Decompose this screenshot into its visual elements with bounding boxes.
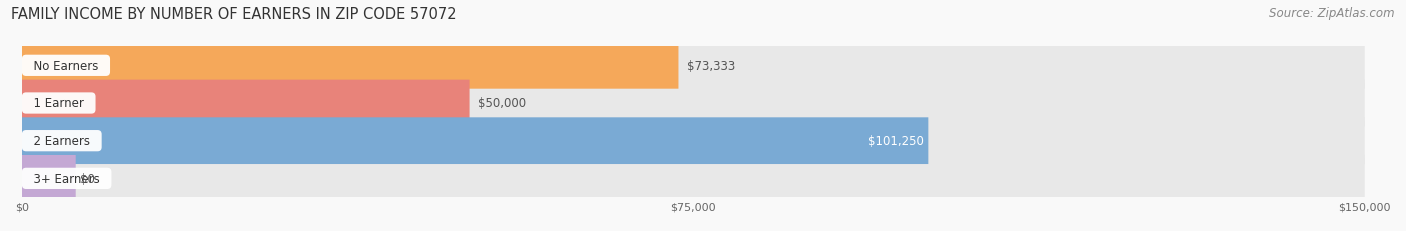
Text: Source: ZipAtlas.com: Source: ZipAtlas.com <box>1270 7 1395 20</box>
FancyBboxPatch shape <box>22 80 470 127</box>
FancyBboxPatch shape <box>22 155 1365 202</box>
FancyBboxPatch shape <box>22 118 928 164</box>
Text: No Earners: No Earners <box>27 60 105 73</box>
Text: $50,000: $50,000 <box>478 97 526 110</box>
FancyBboxPatch shape <box>22 43 1365 89</box>
FancyBboxPatch shape <box>22 43 679 89</box>
Text: 3+ Earners: 3+ Earners <box>27 172 107 185</box>
Text: 2 Earners: 2 Earners <box>27 135 97 148</box>
FancyBboxPatch shape <box>22 118 1365 164</box>
Text: FAMILY INCOME BY NUMBER OF EARNERS IN ZIP CODE 57072: FAMILY INCOME BY NUMBER OF EARNERS IN ZI… <box>11 7 457 22</box>
FancyBboxPatch shape <box>22 155 76 202</box>
Text: 1 Earner: 1 Earner <box>27 97 91 110</box>
Text: $0: $0 <box>80 172 94 185</box>
FancyBboxPatch shape <box>22 80 1365 127</box>
Text: $73,333: $73,333 <box>686 60 735 73</box>
Text: $101,250: $101,250 <box>869 135 924 148</box>
